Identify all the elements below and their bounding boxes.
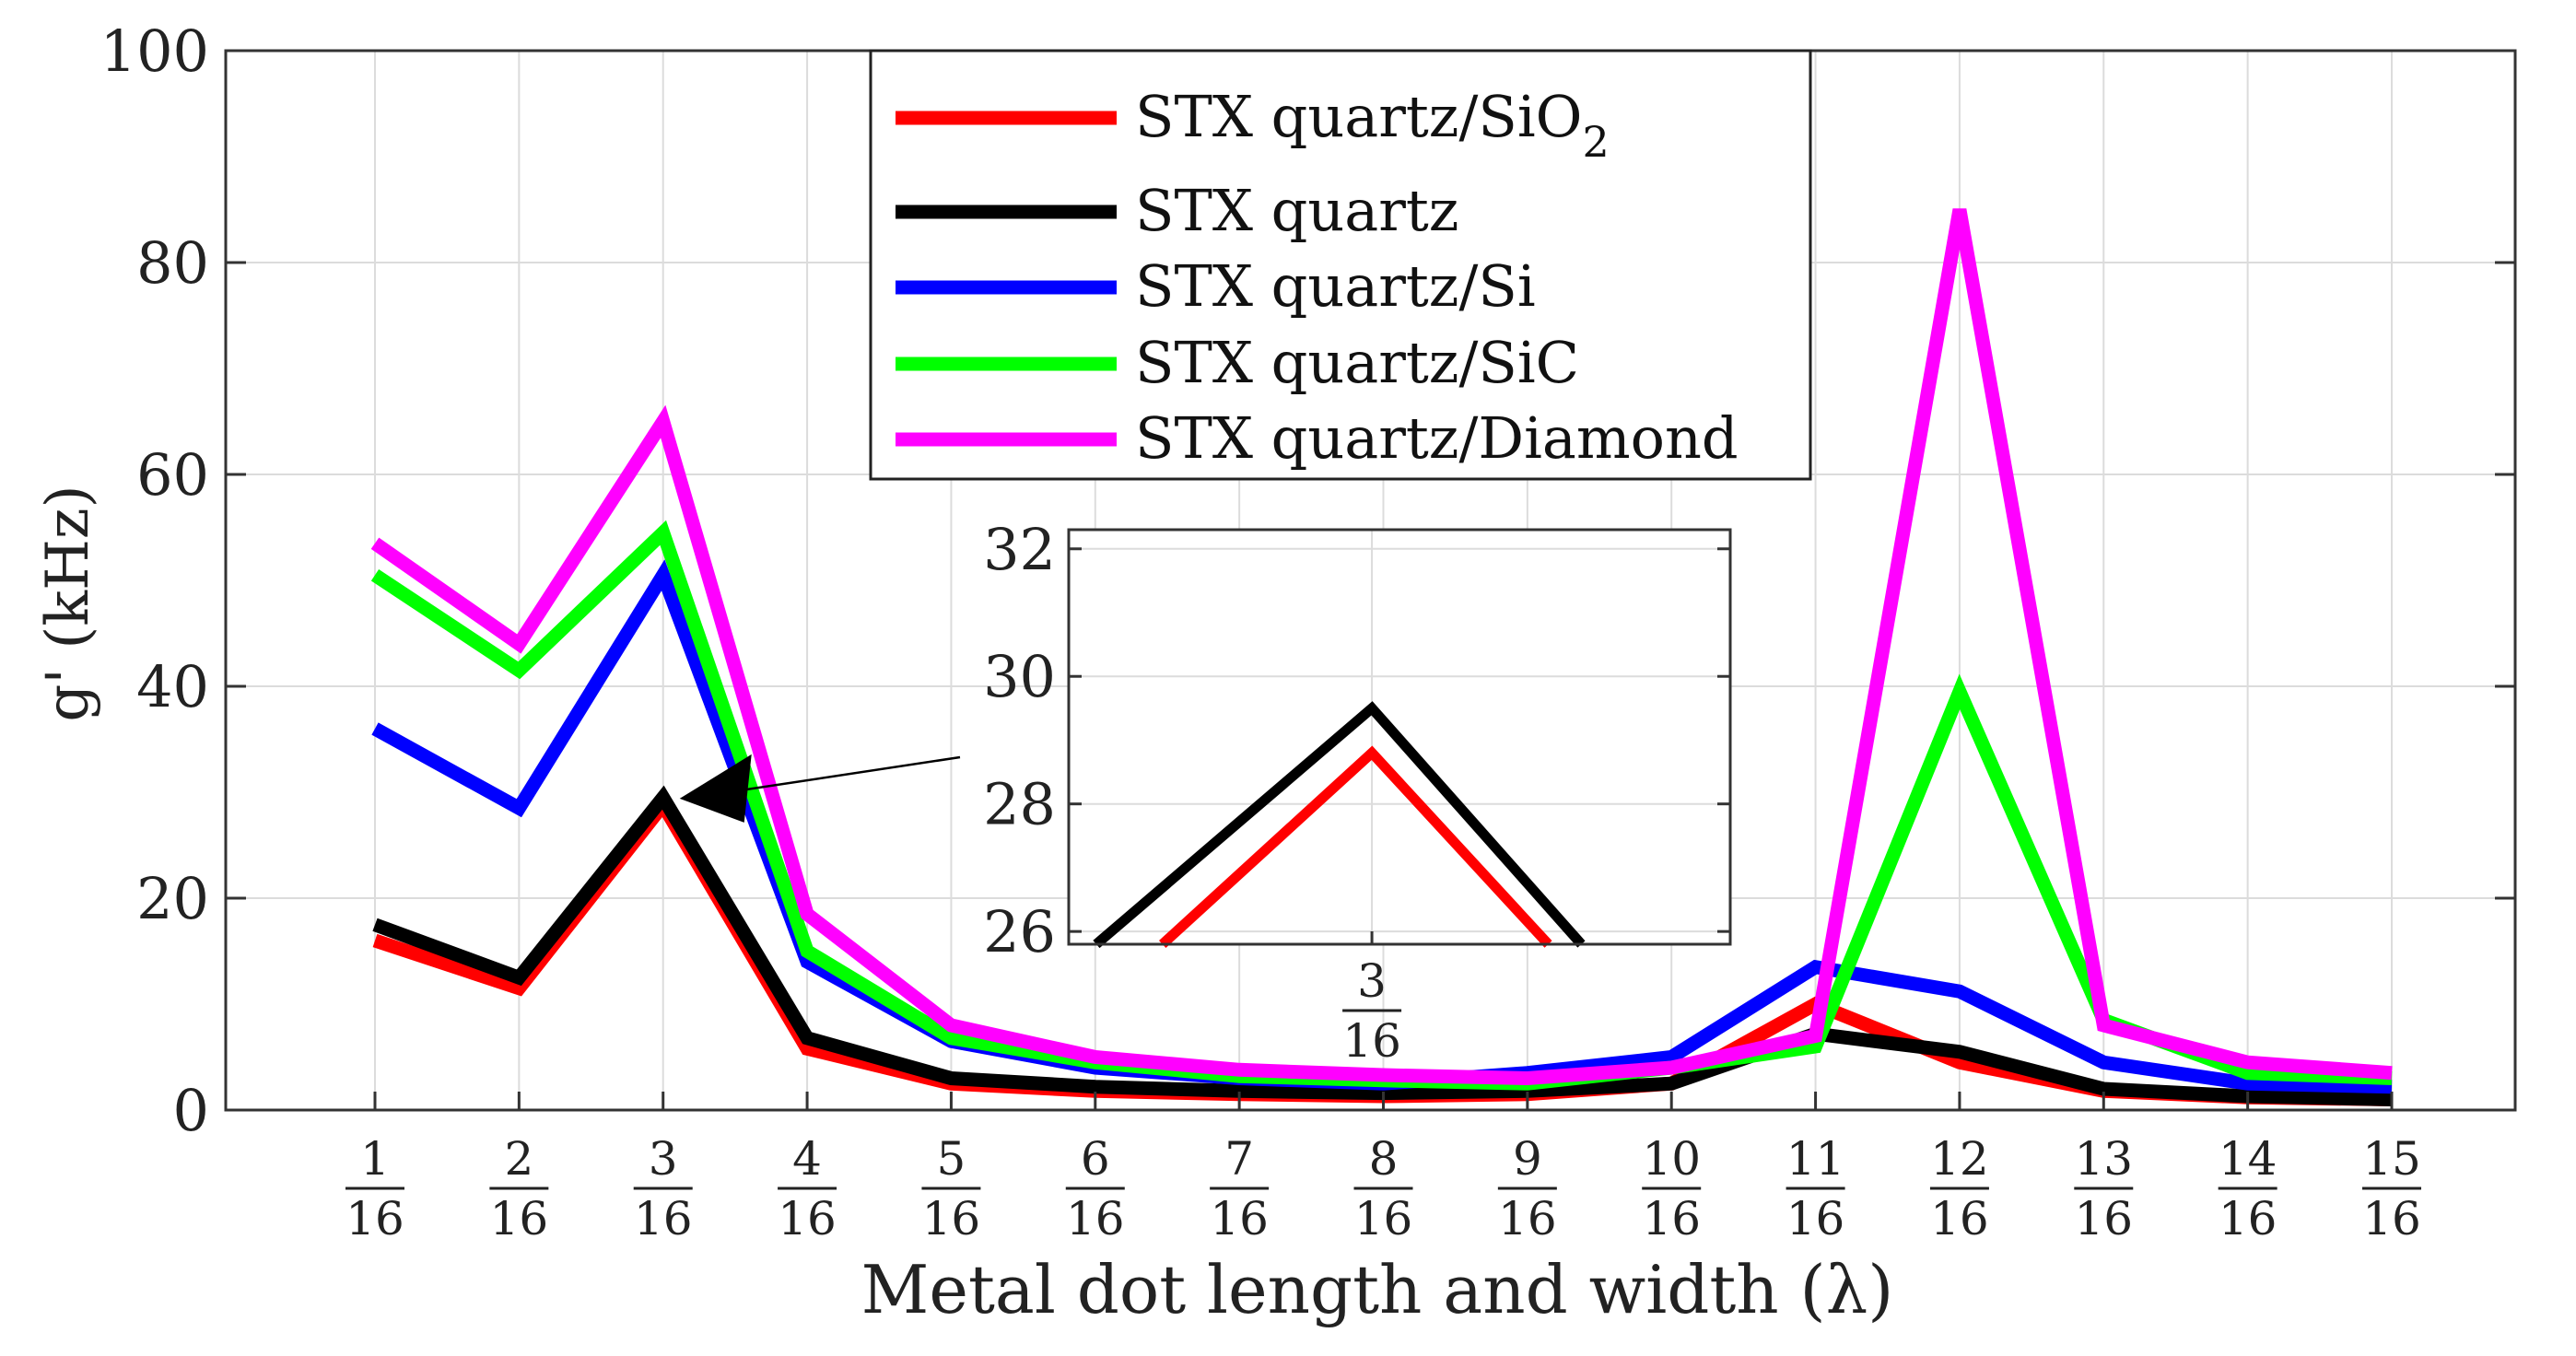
annotation-arrowhead — [679, 754, 752, 823]
inset-x-tick-denominator: 16 — [1342, 1014, 1401, 1068]
inset-y-tick-label: 30 — [983, 643, 1056, 710]
legend-label-4: STX quartz/Diamond — [1135, 404, 1739, 472]
inset-series-line-1 — [1159, 745, 1552, 949]
y-tick-label: 60 — [136, 441, 209, 508]
inset-frame — [1067, 528, 1732, 946]
x-tick-denominator: 16 — [490, 1192, 549, 1245]
inset-series-line-0 — [1093, 701, 1586, 949]
x-tick-denominator: 16 — [1930, 1192, 1989, 1245]
inset-y-tick-label: 32 — [983, 516, 1056, 583]
inset-y-tick-label: 26 — [983, 898, 1056, 965]
inset-x-tick-numerator: 3 — [1357, 954, 1387, 1008]
x-tick-denominator: 16 — [2219, 1192, 2277, 1245]
legend-label-2: STX quartz/Si — [1135, 252, 1536, 320]
x-tick-numerator: 11 — [1786, 1132, 1845, 1186]
x-tick-denominator: 16 — [345, 1192, 404, 1245]
x-tick-numerator: 7 — [1224, 1132, 1254, 1186]
x-axis-label: Metal dot length and width (λ) — [861, 1251, 1894, 1328]
x-tick-numerator: 8 — [1369, 1132, 1399, 1186]
x-tick-denominator: 16 — [922, 1192, 981, 1245]
x-tick-denominator: 16 — [1498, 1192, 1557, 1245]
annotation-arrow-line — [734, 755, 961, 793]
annotation — [679, 754, 961, 823]
x-tick-numerator: 12 — [1930, 1132, 1989, 1186]
legend-label-3: STX quartz/SiC — [1135, 329, 1579, 396]
x-tick-denominator: 16 — [1642, 1192, 1701, 1245]
y-tick-label: 0 — [173, 1077, 209, 1144]
legend-label-1: STX quartz — [1135, 177, 1458, 244]
x-tick-denominator: 16 — [2074, 1192, 2133, 1245]
series-line-4 — [370, 208, 2393, 1086]
x-tick-denominator: 16 — [1354, 1192, 1413, 1245]
x-tick-numerator: 10 — [1642, 1132, 1701, 1186]
y-tick-label: 20 — [136, 865, 209, 932]
y-axis-label: g' (kHz) — [34, 485, 102, 721]
x-tick-numerator: 14 — [2219, 1132, 2277, 1186]
inset-y-tick-label: 28 — [983, 771, 1056, 838]
x-tick-numerator: 2 — [504, 1132, 533, 1186]
x-tick-numerator: 1 — [360, 1132, 390, 1186]
x-tick-numerator: 3 — [649, 1132, 678, 1186]
x-tick-denominator: 16 — [1210, 1192, 1269, 1245]
x-tick-numerator: 6 — [1081, 1132, 1110, 1186]
x-tick-denominator: 16 — [634, 1192, 693, 1245]
x-tick-denominator: 16 — [1786, 1192, 1845, 1245]
inset-chart: 26 28 30 32 3 16 — [983, 516, 1732, 1068]
ticks: 0 20 40 60 80 100 1 16 2 16 3 16 4 16 5 16 6 16 7 16 8 16 9 16 1… — [100, 18, 2515, 1245]
x-tick-denominator: 16 — [2362, 1192, 2421, 1245]
y-tick-label: 80 — [136, 229, 209, 297]
y-tick-label: 100 — [100, 18, 209, 85]
x-tick-numerator: 13 — [2074, 1132, 2133, 1186]
x-tick-numerator: 5 — [937, 1132, 966, 1186]
legend-label-subscript: 2 — [1583, 117, 1610, 167]
x-tick-numerator: 4 — [792, 1132, 822, 1186]
x-tick-numerator: 15 — [2362, 1132, 2421, 1186]
x-tick-numerator: 9 — [1513, 1132, 1542, 1186]
y-tick-label: 40 — [136, 653, 209, 720]
x-tick-denominator: 16 — [778, 1192, 837, 1245]
x-tick-denominator: 16 — [1066, 1192, 1125, 1245]
